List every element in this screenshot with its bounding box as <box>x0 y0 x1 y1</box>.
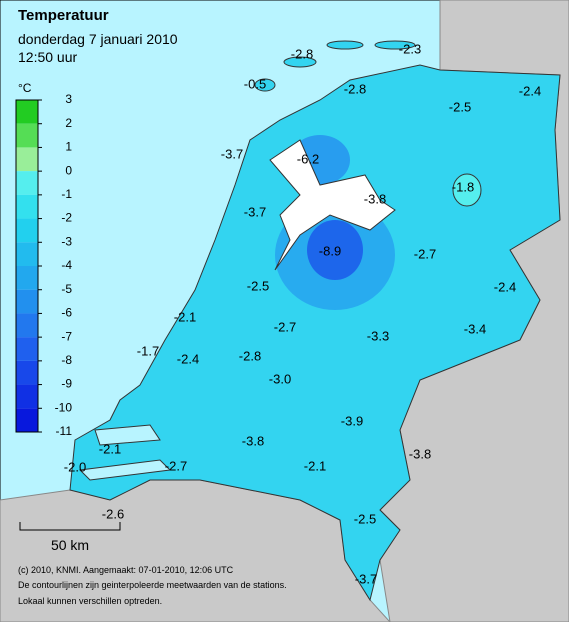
legend-tick-label: -9 <box>61 377 72 391</box>
legend-tick-label: 2 <box>65 116 72 130</box>
legend-tick-label: -11 <box>56 424 73 438</box>
station-value: -2.7 <box>165 458 187 473</box>
legend-band <box>16 123 38 148</box>
station-value: -3.7 <box>244 204 266 219</box>
legend-tick-label: -2 <box>61 211 72 225</box>
station-value: -8.9 <box>319 243 341 258</box>
station-value: -2.5 <box>449 99 471 114</box>
station-value: -3.8 <box>364 191 386 206</box>
legend-band <box>16 218 38 243</box>
legend-tick-label: -7 <box>61 329 72 343</box>
legend-band <box>16 194 38 219</box>
scale-bar <box>19 522 121 531</box>
island <box>254 78 276 92</box>
zeeland <box>78 424 172 481</box>
legend-unit: °C <box>18 81 32 95</box>
netherlands <box>69 64 561 602</box>
legend-tick-label: 3 <box>65 92 72 106</box>
island <box>374 40 416 50</box>
footer-line: (c) 2010, KNMI. Aangemaakt: 07-01-2010, … <box>18 565 234 575</box>
station-value: -2.7 <box>274 319 296 334</box>
station-value: -2.8 <box>239 348 261 363</box>
cold-core <box>307 220 363 280</box>
ijsselmeer <box>269 139 396 271</box>
legend-tick-label: -8 <box>61 353 72 367</box>
scale-label: 50 km <box>51 537 89 553</box>
station-value: -2.1 <box>174 309 196 324</box>
date: donderdag 7 januari 2010 <box>18 31 178 47</box>
estuary <box>78 459 172 481</box>
station-value: -3.7 <box>355 571 377 586</box>
station-value: -3.8 <box>242 433 264 448</box>
station-value: -2.8 <box>291 46 313 61</box>
station-value: -3.4 <box>464 321 486 336</box>
wadden-islands <box>254 40 416 92</box>
station-value: -2.4 <box>519 83 541 98</box>
legend-band <box>16 147 38 172</box>
legend-tick-label: -5 <box>61 282 72 296</box>
station-value: -2.3 <box>399 41 421 56</box>
legend-band <box>16 337 38 361</box>
legend-tick-label: -6 <box>61 306 72 320</box>
station-value: -3.0 <box>269 371 291 386</box>
footer-line: Lokaal kunnen verschillen optreden. <box>18 596 162 606</box>
legend-band <box>16 384 38 409</box>
legend-band <box>16 171 38 195</box>
station-value: -1.8 <box>452 179 474 194</box>
station-value: -3.3 <box>367 328 389 343</box>
legend-band <box>16 408 38 432</box>
legend-tick-label: -10 <box>55 400 73 414</box>
stations: -2.8 -2.3 -0.5 -2.8 -2.4 -2.5 -3.7 -6.2 … <box>64 41 541 586</box>
island <box>283 56 317 68</box>
legend: 3 2 1 0 -1 -2 -3 -4 -5 -6 -7 -8 -9 -10 -11 <box>15 92 73 438</box>
station-value: -2.7 <box>414 246 436 261</box>
legend-band <box>16 360 38 385</box>
island <box>326 40 364 50</box>
station-value: -6.2 <box>297 151 319 166</box>
station-value: -2.8 <box>344 81 366 96</box>
station-value: -2.6 <box>102 506 124 521</box>
legend-band <box>16 100 38 124</box>
station-value: -3.9 <box>341 413 363 428</box>
warm-spot <box>452 173 482 207</box>
legend-tick-label: -1 <box>61 187 72 201</box>
station-value: -3.8 <box>409 446 431 461</box>
footer-line: De contourlijnen zijn geinterpoleerde me… <box>18 580 287 590</box>
legend-tick-label: -3 <box>61 234 72 248</box>
time: 12:50 uur <box>18 49 77 65</box>
station-value: -0.5 <box>244 76 266 91</box>
station-value: -2.4 <box>494 279 516 294</box>
station-value: -2.0 <box>64 459 86 474</box>
title: Temperatuur <box>18 7 109 24</box>
station-value: -1.7 <box>137 343 159 358</box>
station-value: -3.7 <box>221 146 243 161</box>
station-value: -2.4 <box>177 351 199 366</box>
station-value: -2.1 <box>99 441 121 456</box>
legend-tick-label: 1 <box>65 140 72 154</box>
station-value: -2.1 <box>304 458 326 473</box>
legend-band <box>16 313 38 338</box>
legend-band <box>16 242 38 266</box>
legend-band <box>16 266 38 290</box>
station-value: -2.5 <box>354 511 376 526</box>
station-value: -2.5 <box>247 278 269 293</box>
legend-band <box>16 289 38 314</box>
legend-tick-label: 0 <box>65 163 72 177</box>
legend-tick-label: -4 <box>61 258 72 272</box>
estuary <box>94 424 161 446</box>
